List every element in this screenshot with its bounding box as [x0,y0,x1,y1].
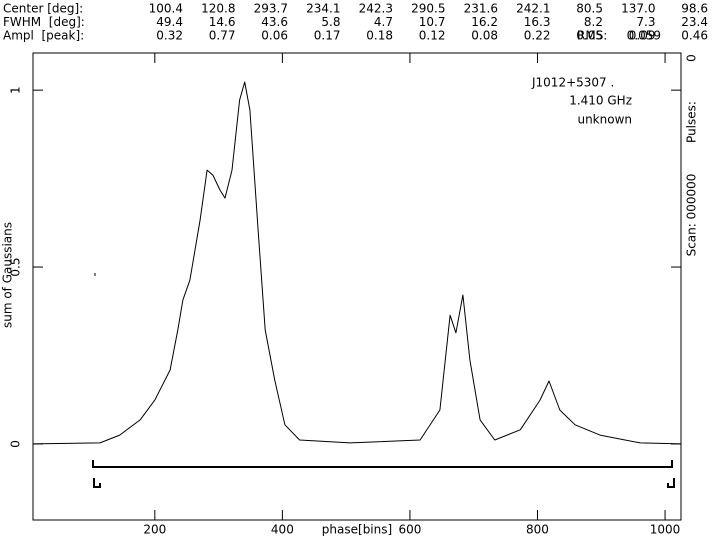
header-value: 0.46 [681,29,708,43]
header-value: 49.4 [156,15,183,29]
header-value: 0.32 [156,29,183,43]
header-row-label: Ampl [peak]: [3,29,84,43]
rms-label: RMS: [577,29,607,43]
rms-value: 0.059 [627,29,661,43]
y-axis-label: sum of Gaussians [1,222,15,328]
header-value: 5.8 [321,15,340,29]
header-value: 290.5 [411,2,445,16]
header-value: 100.4 [149,2,183,16]
header-value: 0.06 [261,29,288,43]
header-value: 0.12 [419,29,446,43]
header-row-label: Center [deg]: [3,2,83,16]
header-value: 234.1 [306,2,340,16]
profile-line [32,81,682,445]
y-tick-label: 0 [9,440,23,448]
header-value: 98.6 [681,2,708,16]
header-row-label: FWHM [deg]: [3,15,85,29]
header-value: 137.0 [621,2,655,16]
header-value: 10.7 [419,15,446,29]
x-tick-label: 1000 [650,523,681,537]
y-tick-label: 0.5 [9,257,23,276]
header-value: 7.3 [636,15,655,29]
header-value: 0.77 [209,29,236,43]
header-value: 43.6 [261,15,288,29]
scan-label: Scan: 000000 [685,174,699,257]
header-value: 242.1 [516,2,550,16]
x-axis-label: phase[bins] [322,523,392,537]
annotation: J1012+5307 . [531,76,614,90]
header-value: 4.7 [374,15,393,29]
pulses-label: Pulses: [685,101,699,143]
x-tick-label: 600 [398,523,421,537]
header-value: 0.17 [314,29,341,43]
window-bracket [92,273,675,488]
header-value: 80.5 [576,2,603,16]
header-value: 23.4 [681,15,708,29]
header-value: 231.6 [464,2,498,16]
x-tick-label: 400 [271,523,294,537]
header-value: 0.09 [629,29,656,43]
header-value: 0.08 [471,29,498,43]
header-value: 120.8 [201,2,235,16]
header-value: 8.2 [584,15,603,29]
header-value: 0.05 [576,29,603,43]
x-tick-label: 800 [526,523,549,537]
annotation: unknown [577,113,632,127]
pulses-count: 0 [685,54,699,62]
y-tick-label: 1 [9,86,23,94]
header-value: 293.7 [254,2,288,16]
header-value: 16.3 [524,15,551,29]
header-value: 16.2 [471,15,498,29]
header-value: 14.6 [209,15,236,29]
header-value: 0.18 [366,29,393,43]
x-tick-label: 200 [143,523,166,537]
annotation: 1.410 GHz [569,94,632,108]
header-value: 242.3 [359,2,393,16]
header-value: 0.22 [524,29,551,43]
plot-frame [32,52,682,521]
